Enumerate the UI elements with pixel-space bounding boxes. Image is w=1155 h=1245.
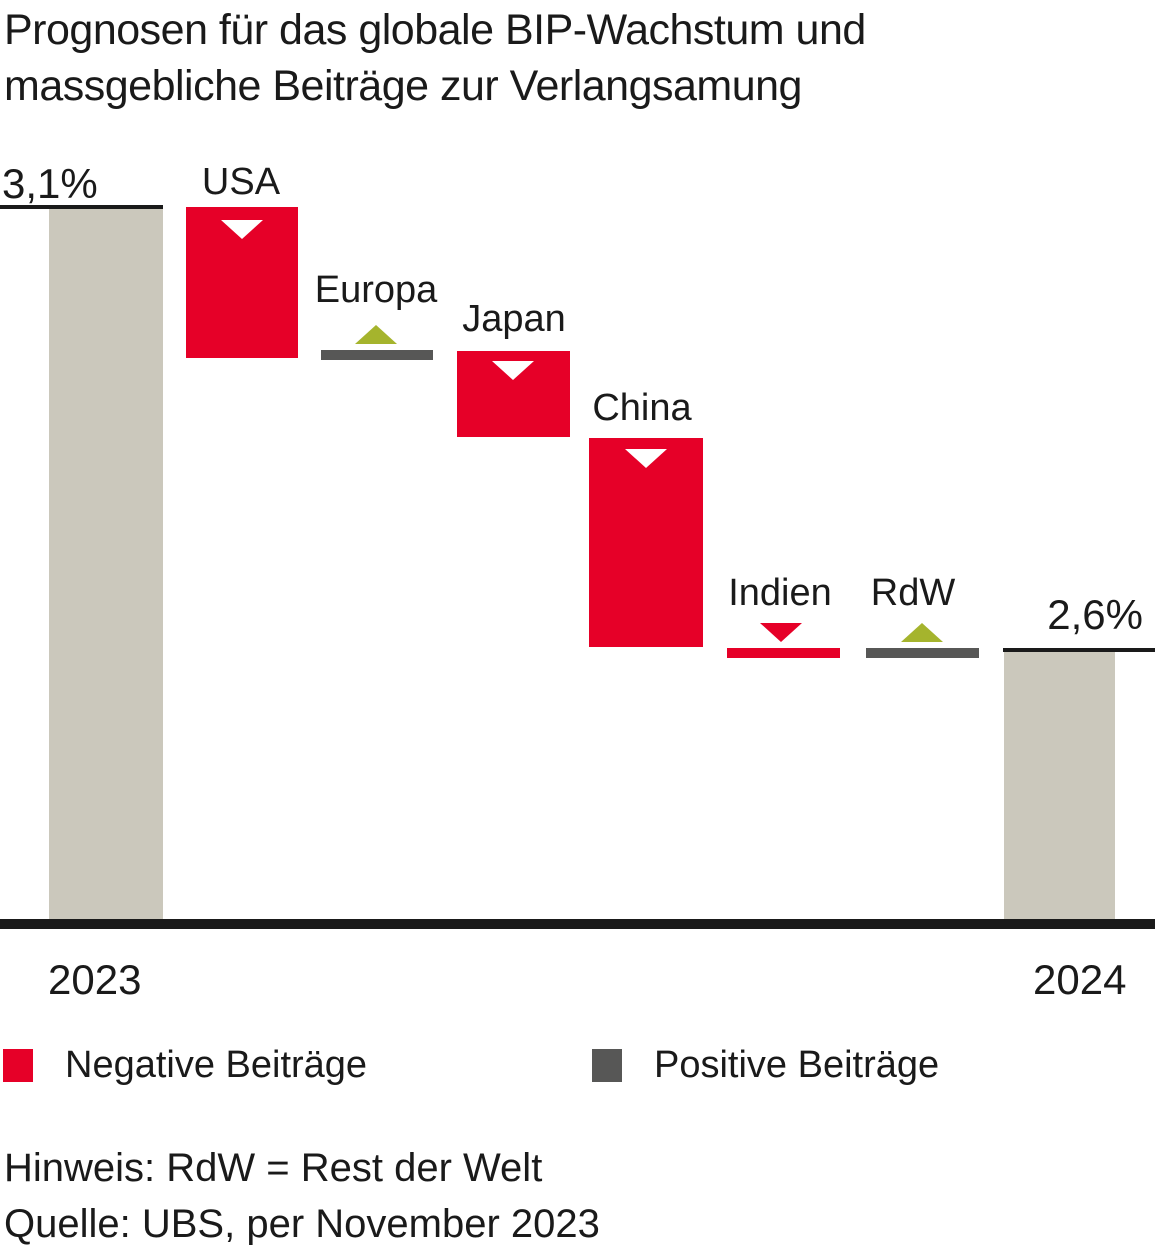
decrease-arrow-icon-japan [492,361,534,380]
bar-china [589,438,703,647]
chart-title-line-2: massgebliche Beiträge zur Verlangsamung [4,62,802,110]
end-level-line [1003,648,1155,652]
start-level-line [0,205,163,209]
decrease-arrow-icon-indien [760,623,802,642]
year-label-2024: 2024 [1033,956,1127,1003]
note-rdw-definition: Hinweis: RdW = Rest der Welt [4,1146,543,1190]
decrease-arrow-icon-china [625,449,667,468]
bar-label-indien: Indien [728,572,832,614]
bar-total-2023 [49,209,163,919]
legend-negative-label: Negative Beiträge [65,1044,368,1086]
chart-title: Prognosen für das globale BIP-Wachstum u… [4,2,866,114]
footnotes: Hinweis: RdW = Rest der Welt Quelle: UBS… [4,1140,600,1245]
end-value-label: 2,6% [1047,591,1143,638]
bar-indien [727,648,840,658]
chart-title-line-1: Prognosen für das globale BIP-Wachstum u… [4,6,866,54]
bar-rdw [866,648,979,658]
year-label-2023: 2023 [48,956,142,1003]
increase-arrow-icon-rdw [901,623,943,642]
x-axis-line [0,919,1155,929]
start-value-label: 3,1% [2,160,98,207]
legend-negative-swatch [3,1048,33,1082]
bar-europa [321,350,433,360]
bar-label-usa: USA [201,161,281,203]
bar-label-japan: Japan [462,298,566,340]
legend-positive: Positive Beiträge [592,1046,939,1084]
legend-positive-label: Positive Beiträge [654,1044,940,1086]
bar-total-2024 [1004,652,1115,919]
legend-positive-swatch [592,1048,622,1082]
note-source: Quelle: UBS, per November 2023 [4,1202,600,1245]
increase-arrow-icon-europa [355,325,397,344]
bar-label-china: China [592,387,692,429]
bar-label-rdw: RdW [870,572,956,614]
bar-label-europa: Europa [314,269,438,311]
decrease-arrow-icon-usa [221,220,263,239]
legend-negative: Negative Beiträge [3,1046,367,1084]
